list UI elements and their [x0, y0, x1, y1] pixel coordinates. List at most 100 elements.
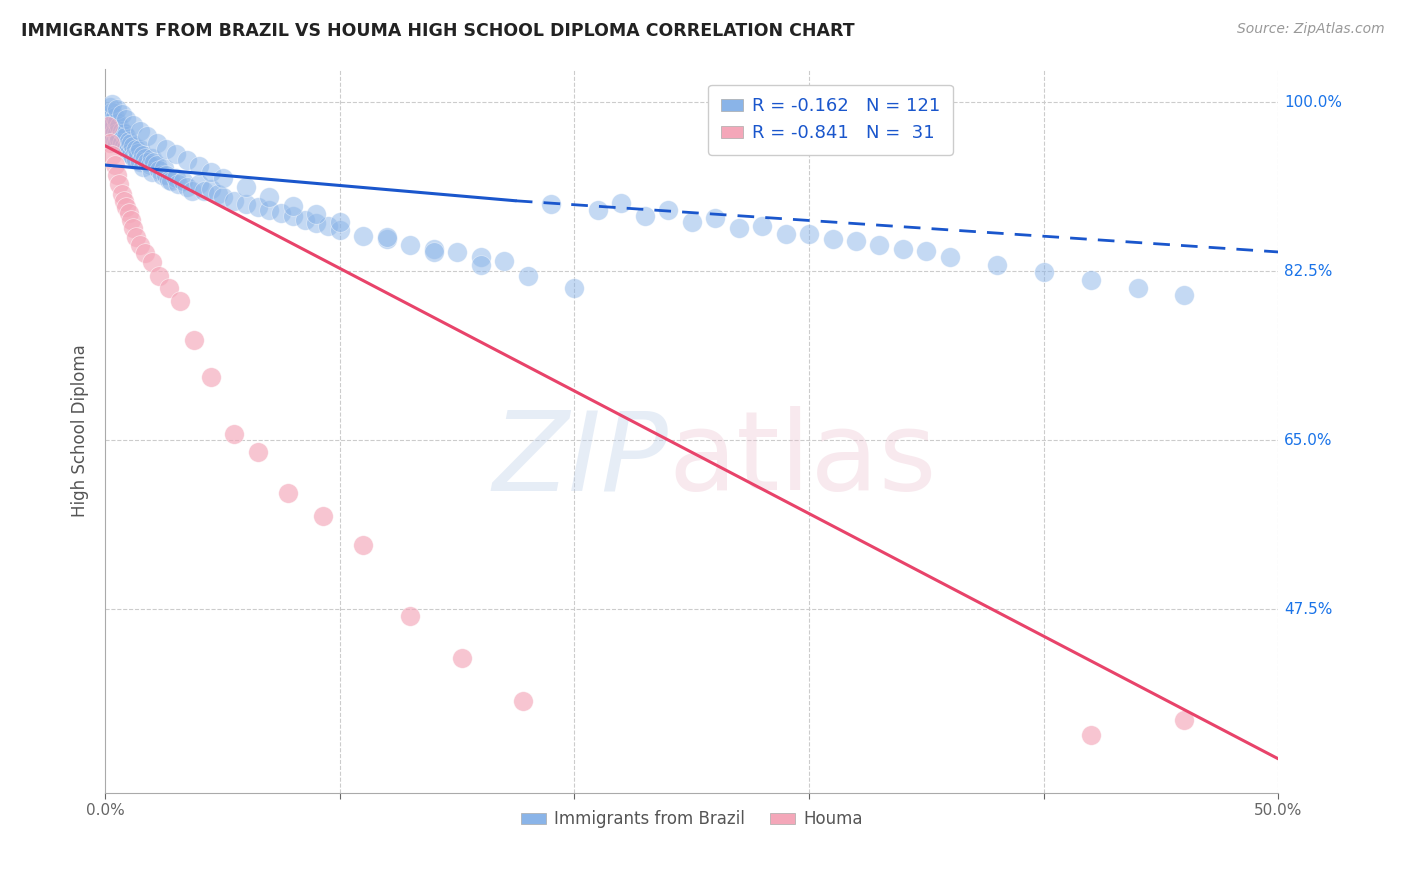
Point	[540, 196, 562, 211]
Point	[1173, 288, 1195, 302]
Point	[136, 129, 159, 144]
Point	[125, 142, 148, 156]
Point	[105, 126, 128, 140]
Point	[125, 153, 148, 168]
Point	[105, 102, 128, 116]
Point	[986, 258, 1008, 272]
Point	[101, 120, 124, 134]
Point	[136, 155, 159, 169]
Point	[450, 651, 472, 665]
Point	[169, 294, 191, 309]
Point	[111, 136, 134, 150]
Point	[105, 136, 128, 150]
Point	[516, 269, 538, 284]
Point	[112, 194, 135, 208]
Point	[422, 244, 444, 259]
Text: ZIP: ZIP	[492, 406, 668, 513]
Point	[586, 203, 609, 218]
Point	[246, 200, 269, 214]
Point	[193, 184, 215, 198]
Point	[305, 207, 328, 221]
Point	[657, 203, 679, 218]
Point	[134, 151, 156, 165]
Point	[727, 220, 749, 235]
Point	[115, 141, 138, 155]
Point	[118, 134, 141, 148]
Point	[98, 114, 121, 128]
Point	[235, 196, 257, 211]
Text: Source: ZipAtlas.com: Source: ZipAtlas.com	[1237, 22, 1385, 37]
Point	[470, 250, 492, 264]
Point	[129, 142, 152, 156]
Point	[188, 178, 211, 192]
Point	[129, 238, 152, 252]
Point	[352, 537, 374, 551]
Point	[176, 153, 198, 168]
Point	[294, 213, 316, 227]
Point	[564, 281, 586, 295]
Point	[259, 190, 281, 204]
Point	[104, 110, 127, 124]
Y-axis label: High School Diploma: High School Diploma	[72, 344, 89, 517]
Point	[375, 230, 398, 244]
Point	[132, 160, 155, 174]
Point	[316, 219, 339, 233]
Point	[512, 694, 534, 708]
Point	[143, 155, 166, 169]
Point	[797, 227, 820, 241]
Point	[157, 281, 180, 295]
Point	[146, 158, 169, 172]
Point	[148, 162, 170, 177]
Point	[167, 178, 190, 192]
Point	[188, 159, 211, 173]
Point	[181, 184, 204, 198]
Point	[134, 246, 156, 260]
Point	[329, 215, 352, 229]
Point	[112, 126, 135, 140]
Point	[111, 124, 134, 138]
Point	[120, 148, 142, 162]
Point	[277, 486, 299, 500]
Point	[125, 230, 148, 244]
Point	[246, 445, 269, 459]
Text: 100.0%: 100.0%	[1284, 95, 1343, 110]
Point	[120, 136, 142, 150]
Point	[146, 136, 169, 150]
Point	[129, 155, 152, 169]
Point	[101, 129, 124, 144]
Text: 47.5%: 47.5%	[1284, 602, 1333, 616]
Legend: Immigrants from Brazil, Houma: Immigrants from Brazil, Houma	[515, 804, 869, 835]
Point	[150, 168, 173, 182]
Point	[422, 242, 444, 256]
Point	[96, 120, 118, 134]
Point	[200, 369, 222, 384]
Point	[1080, 273, 1102, 287]
Point	[141, 151, 163, 165]
Point	[176, 180, 198, 194]
Point	[200, 165, 222, 179]
Point	[118, 206, 141, 220]
Point	[141, 254, 163, 268]
Point	[111, 107, 134, 121]
Point	[101, 97, 124, 112]
Point	[115, 200, 138, 214]
Point	[224, 194, 246, 208]
Point	[157, 172, 180, 186]
Point	[98, 100, 121, 114]
Point	[235, 180, 257, 194]
Point	[1032, 265, 1054, 279]
Point	[122, 138, 145, 153]
Point	[869, 238, 891, 252]
Point	[139, 158, 162, 172]
Point	[108, 132, 131, 146]
Point	[211, 170, 233, 185]
Point	[101, 148, 124, 162]
Point	[375, 232, 398, 246]
Point	[704, 211, 727, 226]
Point	[259, 203, 281, 218]
Point	[1126, 281, 1149, 295]
Text: atlas: atlas	[668, 406, 936, 513]
Point	[104, 158, 127, 172]
Point	[148, 269, 170, 284]
Point	[155, 142, 177, 156]
